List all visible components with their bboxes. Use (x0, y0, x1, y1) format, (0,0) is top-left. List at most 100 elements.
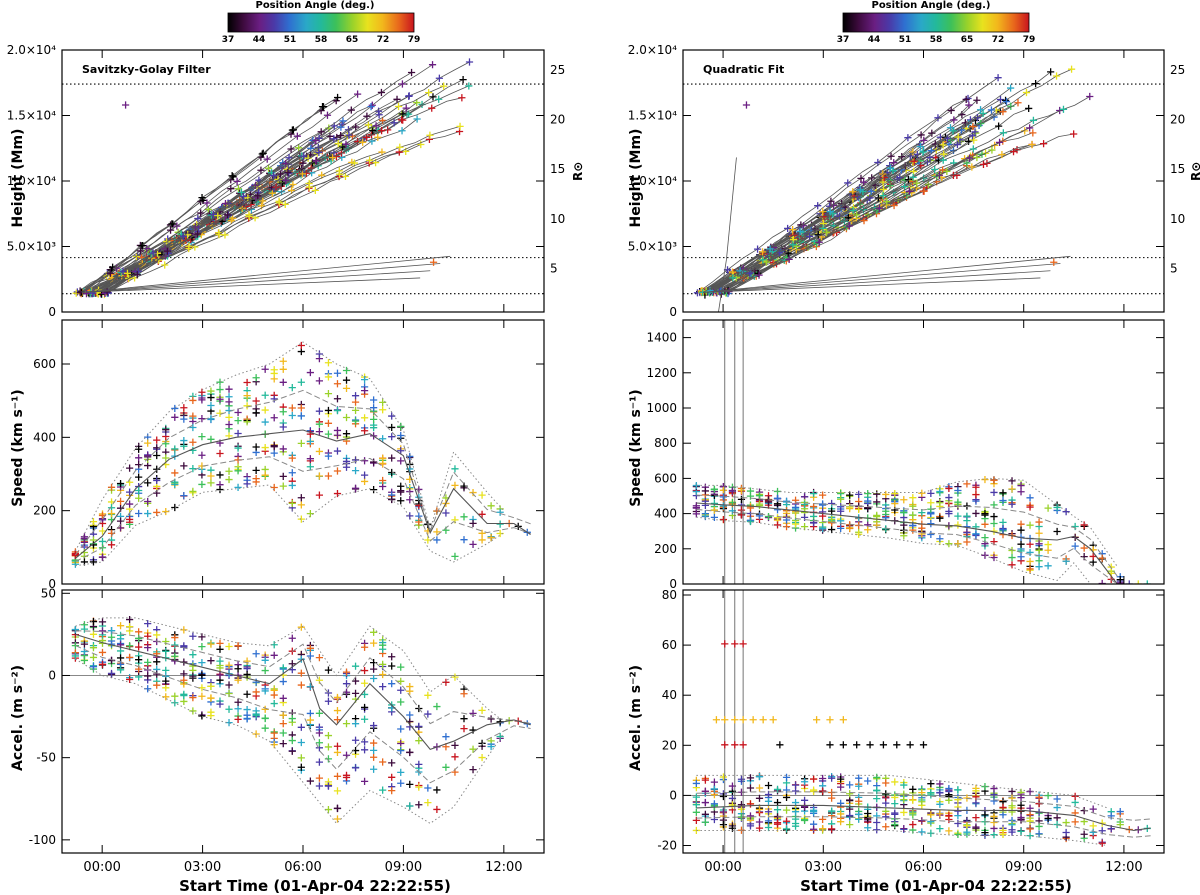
height-point (458, 94, 466, 102)
height-point (353, 90, 362, 98)
plot-area (692, 320, 1151, 584)
height-point (402, 104, 410, 112)
y-tick-label: 0 (48, 577, 56, 591)
data-point (846, 503, 854, 511)
data-point (397, 447, 405, 455)
data-point (1089, 805, 1097, 813)
data-point (891, 800, 899, 808)
height-point (928, 129, 936, 137)
data-point (927, 811, 935, 819)
data-point (198, 659, 206, 667)
data-point (882, 779, 890, 787)
data-point (397, 457, 405, 465)
height-point (106, 269, 114, 277)
annotated-point (739, 741, 747, 749)
data-point (126, 615, 134, 624)
data-point (478, 739, 486, 747)
height-point (263, 155, 271, 163)
annotated-point (853, 741, 861, 749)
slow-track (703, 255, 1071, 293)
data-point (478, 510, 486, 518)
data-point (1026, 521, 1034, 529)
annotated-point (731, 716, 739, 724)
fit-spike (718, 157, 737, 312)
data-point (873, 498, 881, 506)
data-point (954, 498, 962, 506)
colorbar-left: Position Angle (deg.) 37 44 51 58 65 72 … (222, 0, 421, 45)
data-point (234, 665, 242, 673)
data-point (873, 826, 881, 834)
plot-area (62, 58, 544, 299)
data-point (379, 660, 387, 668)
height-point (939, 141, 947, 149)
data-point (846, 781, 854, 789)
data-point (900, 825, 908, 833)
slow-track (703, 277, 1041, 293)
height-point (784, 224, 792, 233)
data-point (379, 482, 387, 491)
y2-tick-label: 5 (1170, 261, 1178, 275)
data-point (288, 747, 296, 755)
data-point (180, 404, 188, 412)
cb-left-tick: 37 (222, 35, 235, 45)
data-point (261, 391, 269, 399)
quartile-line (696, 508, 1118, 584)
data-point (270, 395, 278, 403)
data-point (153, 658, 161, 666)
height-track (107, 85, 469, 294)
height-point (311, 186, 319, 194)
data-point (243, 378, 251, 387)
lower-envelope (696, 830, 1108, 846)
data-point (306, 652, 314, 660)
upper-envelope (75, 617, 505, 722)
data-point (324, 805, 333, 814)
data-point (487, 715, 495, 723)
data-point (333, 716, 342, 724)
annotated-point (893, 741, 901, 749)
data-point (828, 825, 836, 833)
y2-tick-label: 25 (550, 63, 565, 77)
height-point (1040, 140, 1048, 148)
data-point (153, 681, 161, 689)
data-point (1017, 526, 1025, 534)
data-point (460, 715, 468, 723)
data-point (864, 504, 872, 512)
data-point (324, 419, 333, 427)
height-point (1022, 88, 1031, 97)
data-point (126, 675, 134, 684)
data-point (397, 422, 405, 431)
height-point (1025, 104, 1033, 113)
data-point (270, 369, 278, 378)
data-point (333, 815, 342, 823)
data-point (1026, 825, 1034, 833)
data-point (1017, 553, 1025, 561)
data-point (909, 511, 917, 519)
data-point (388, 423, 396, 432)
data-point (900, 808, 908, 817)
data-point (333, 467, 342, 475)
data-point (819, 525, 827, 533)
height-point (258, 150, 266, 158)
data-point (225, 705, 233, 713)
data-point (360, 414, 369, 422)
data-point (288, 411, 296, 420)
data-point (351, 689, 360, 697)
data-point (198, 415, 206, 423)
lower-envelope (75, 658, 505, 825)
data-point (909, 494, 917, 502)
data-point (1044, 814, 1052, 823)
data-point (972, 814, 980, 822)
height-point (341, 172, 350, 180)
data-point (755, 794, 764, 802)
data-point (873, 812, 881, 820)
data-point (360, 387, 369, 395)
data-point (406, 711, 414, 719)
quartile-line (75, 456, 531, 563)
x-tick-label: 03:00 (184, 860, 221, 875)
height-point (428, 61, 437, 69)
data-point (782, 806, 791, 814)
height-point (901, 183, 909, 191)
data-point (800, 778, 809, 786)
data-point (279, 482, 287, 490)
data-point (1089, 552, 1097, 561)
